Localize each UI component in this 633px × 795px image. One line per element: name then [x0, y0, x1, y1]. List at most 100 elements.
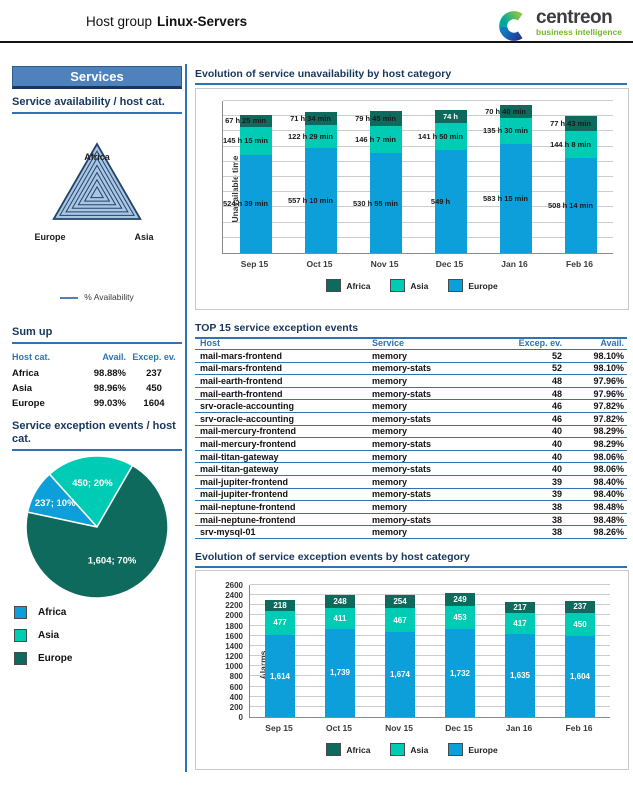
sumup-cell: Europe	[12, 398, 45, 409]
bar-value-label: 248	[333, 597, 347, 607]
gridline	[250, 634, 610, 636]
top15-body: mail-mars-frontend memory 52 98.10% mail-mar…	[195, 350, 627, 539]
bar-value-label: 1,732	[449, 668, 471, 678]
y-tick-label: 2400	[225, 591, 243, 601]
table-row: mail-jupiter-frontend memory 39 98.40%	[195, 476, 627, 489]
exceptions-legend: Africa Asia Europe	[196, 743, 628, 756]
bar-value-label: 1,604	[569, 671, 591, 681]
table-row: mail-neptune-frontend memory 38 98.48%	[195, 501, 627, 514]
x-axis-label: Nov 15	[385, 723, 413, 733]
legend-label: Europe	[468, 280, 498, 291]
cell-host: mail-mercury-frontend	[200, 438, 297, 449]
cell-host: mail-mercury-frontend	[200, 426, 297, 437]
cell-excep: 40	[551, 451, 562, 462]
gridline	[223, 191, 613, 193]
cell-avail: 98.06%	[593, 464, 624, 475]
bar-value-label: 524 h 39 min	[222, 199, 269, 209]
gridline	[250, 604, 610, 606]
cell-excep: 38	[551, 501, 562, 512]
gridline	[250, 614, 610, 616]
cell-excep: 40	[551, 438, 562, 449]
bar-value-label: 146 h 7 min	[355, 135, 396, 145]
pie-legend: Africa Asia Europe	[14, 606, 184, 675]
bar-value-label: 217	[513, 602, 527, 612]
cell-avail: 98.29%	[593, 426, 624, 437]
table-row: mail-earth-frontend memory-stats 48 97.96%	[195, 388, 627, 401]
bar-value-label: 1,739	[329, 668, 351, 678]
sumup-cell: Africa	[12, 368, 39, 379]
bar-value-label: 417	[513, 618, 527, 628]
vertical-divider	[185, 64, 187, 772]
bar-segment-asia: 467	[385, 608, 415, 633]
cell-service: memory-stats	[372, 413, 432, 424]
bar-segment-africa: 77 h 43 min	[550, 116, 597, 131]
cell-host: mail-titan-gateway	[200, 451, 279, 462]
pie-legend-swatch	[14, 629, 27, 642]
gridline	[223, 100, 613, 101]
pie-legend-label: Europe	[38, 653, 73, 664]
cell-host: mail-jupiter-frontend	[200, 476, 288, 487]
radar-grid-ring	[65, 157, 129, 213]
radar-grid-ring	[71, 164, 123, 209]
bar-value-label: 467	[393, 615, 407, 625]
y-tick-label: 800	[229, 672, 243, 682]
legend-item: Europe	[448, 279, 498, 292]
centreon-logo-icon	[496, 8, 532, 49]
gridline	[250, 655, 610, 657]
bar-segment-africa: 249	[445, 593, 475, 607]
bar-value-label: 145 h 15 min	[222, 136, 269, 146]
cell-excep: 52	[551, 363, 562, 374]
pie-slice-label: 1,604; 70%	[88, 556, 137, 567]
legend-swatch	[326, 279, 342, 292]
cell-service: memory	[372, 501, 408, 512]
legend-item: Asia	[390, 279, 428, 292]
gridline	[250, 594, 610, 596]
cell-excep: 40	[551, 464, 562, 475]
availability-radar-chart: Africa Asia Europe	[12, 128, 182, 246]
unavailability-x-labels: Sep 15 Oct 15 Nov 15 Dec 15 Jan 16 Feb 16	[222, 259, 612, 269]
exception-heading: Service exception events / host cat.	[12, 420, 182, 451]
bar-value-label: 508 h 14 min	[547, 200, 594, 210]
bar-segment-europe: 1,732	[445, 629, 475, 717]
cell-host: mail-titan-gateway	[200, 464, 279, 475]
bar-segment-asia: 417	[505, 612, 535, 634]
sumup-row: Asia 98.96% 450	[12, 383, 182, 394]
cell-service: memory-stats	[372, 363, 432, 374]
exceptions-plot: Alarms 1,614 477 218 1,739 411 248 1,674 467 254…	[249, 584, 610, 718]
bar-segment-asia: 144 h 8 min	[550, 130, 597, 158]
sumup-col-hostcat: Host cat.	[12, 352, 51, 362]
legend-item: Africa	[326, 743, 370, 756]
radar-legend-line	[60, 296, 79, 299]
y-tick-label: 1200	[225, 652, 243, 662]
gridline	[250, 644, 610, 646]
cell-excep: 40	[551, 426, 562, 437]
sumup-row: Africa 98.88% 237	[12, 368, 182, 379]
radar-grid-ring	[59, 150, 135, 216]
table-row: mail-mercury-frontend memory-stats 40 98.29…	[195, 438, 627, 451]
bar-segment-europe: 1,635	[505, 634, 535, 717]
bar-value-label: 237	[573, 602, 587, 612]
bar-segment-africa: 79 h 45 min	[355, 111, 402, 126]
bar-segment-europe: 1,604	[565, 635, 595, 717]
sumup-cell: 98.88%	[93, 368, 126, 379]
gridline	[250, 665, 610, 667]
gridline	[250, 624, 610, 626]
bar-segment-asia: 450	[565, 612, 595, 636]
bar-segment-asia: 122 h 29 min	[288, 125, 337, 149]
cell-service: memory-stats	[372, 464, 432, 475]
sumup-header-row: Host cat. Avail. Excep. ev.	[12, 352, 182, 362]
gridline	[223, 206, 613, 208]
bar-value-label: 477	[273, 618, 287, 628]
pie-legend-label: Africa	[38, 607, 67, 618]
bar-value-label: 71 h 34 min	[290, 114, 331, 124]
cell-service: memory-stats	[372, 514, 432, 525]
bar-value-label: 249	[453, 595, 467, 605]
cell-excep: 39	[551, 489, 562, 500]
gridline	[223, 221, 613, 223]
bar-value-label: 557 h 10 min	[287, 196, 334, 206]
sumup-cell: 99.03%	[93, 398, 126, 409]
bar-value-label: 254	[393, 597, 407, 607]
sumup-cell: 237	[146, 368, 162, 379]
gridline	[223, 160, 613, 162]
pie-slice-europe	[25, 464, 169, 599]
